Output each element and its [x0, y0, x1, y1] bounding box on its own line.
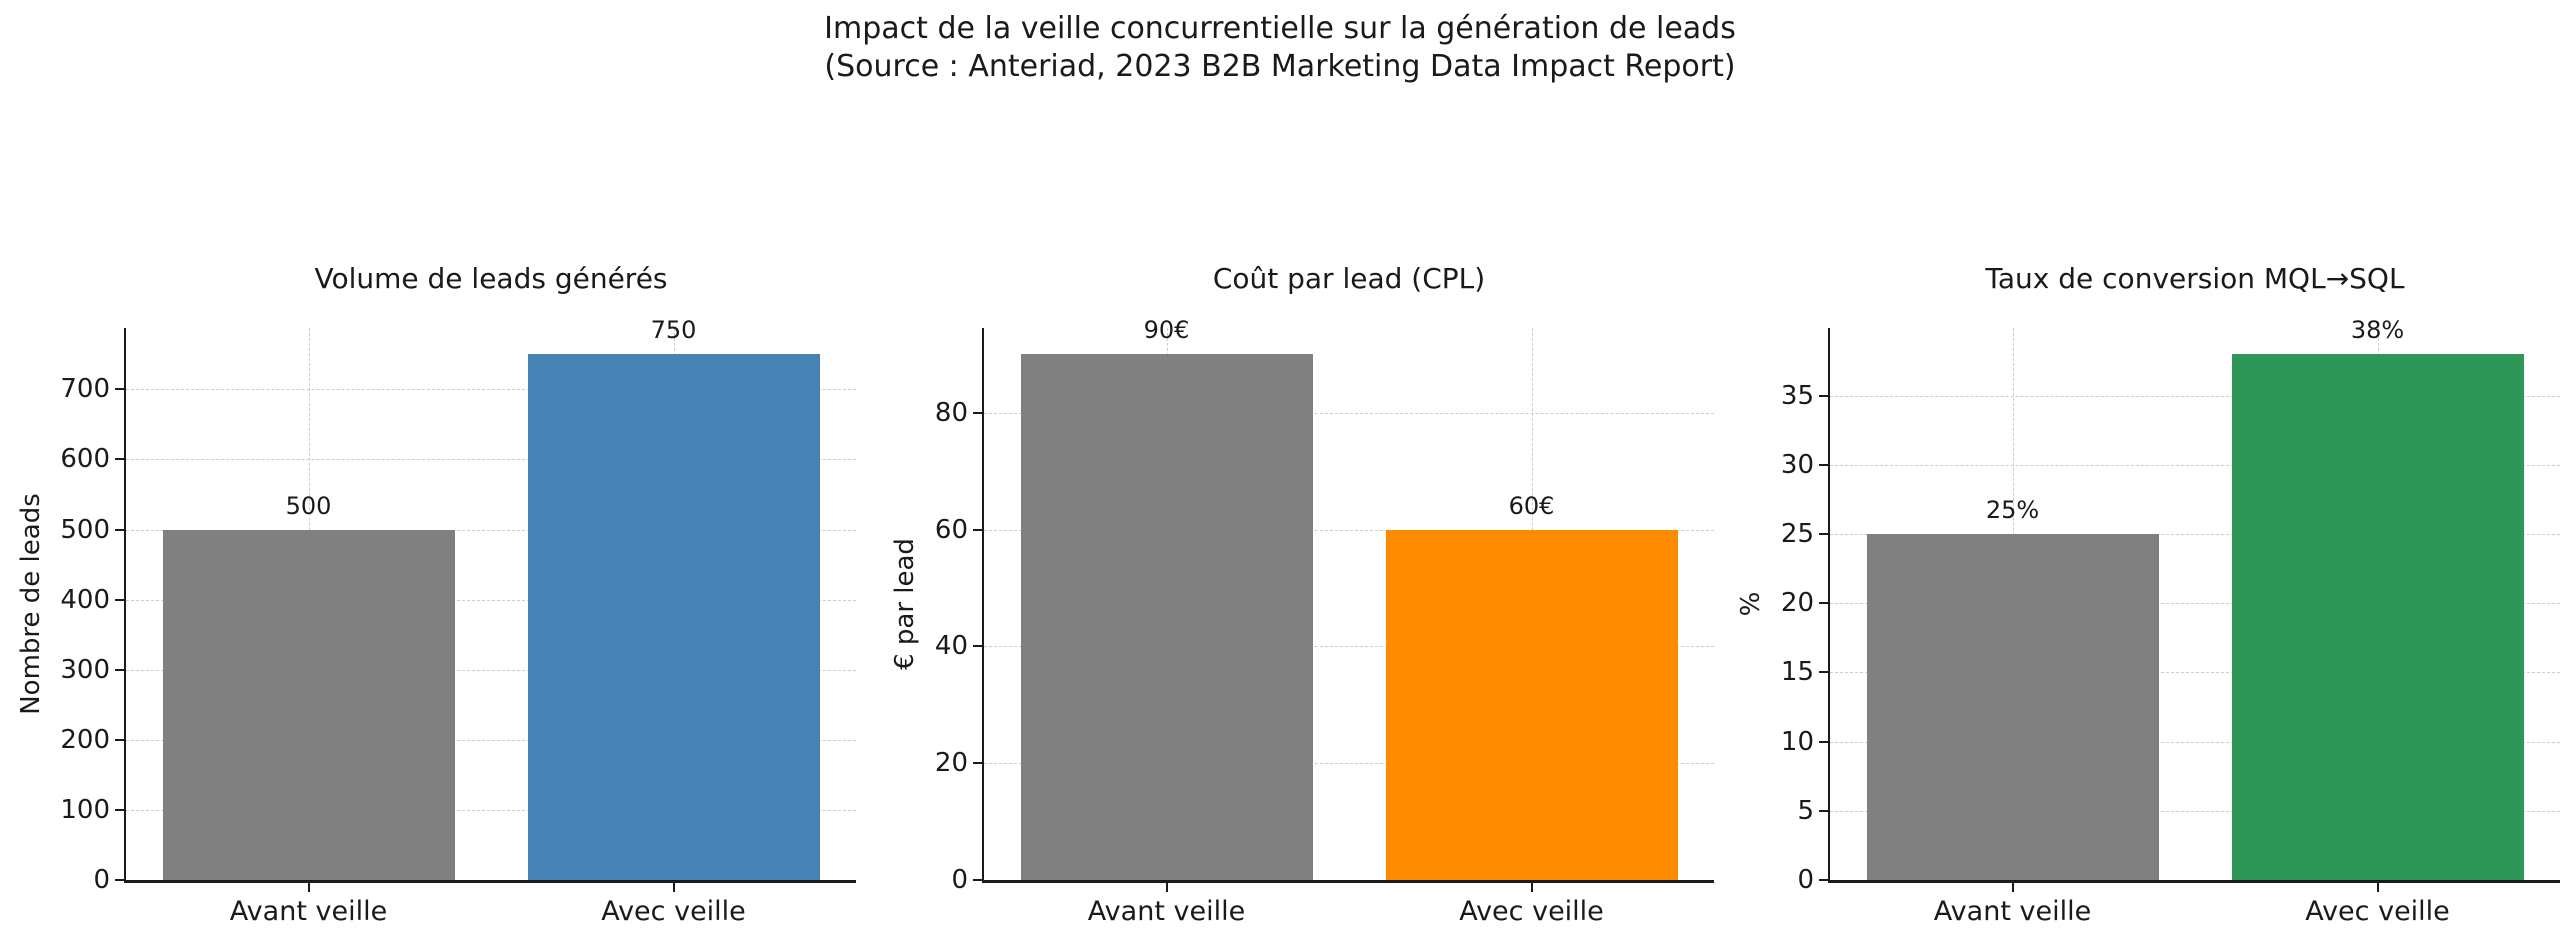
value-label: 25%	[1985, 496, 2040, 525]
plot-area-conversion: Taux de conversion MQL→SQL % 0 5 10 15 20 25 3…	[1736, 262, 2560, 927]
grid-line-h	[1830, 672, 2560, 674]
grid-line-h	[1830, 395, 2560, 397]
bar-avant-veille	[162, 529, 455, 880]
y-tick-mark	[115, 808, 124, 811]
y-tick-label: 200	[60, 724, 110, 755]
y-tick-label: 25	[1780, 519, 1814, 550]
grid-line-h	[1830, 464, 2560, 466]
grid-line-h	[126, 459, 856, 461]
chart-panel-conversion: Taux de conversion MQL→SQL % 0 5 10 15 20 25 3…	[1736, 262, 2560, 927]
x-tick-mark	[1165, 883, 1168, 892]
bar-avec-veille	[527, 354, 820, 880]
grid-line-h	[1830, 603, 2560, 605]
y-tick-label: 600	[60, 444, 110, 475]
plot-area-cpl: Coût par lead (CPL) € par lead 0 20 40 60 80…	[890, 262, 1714, 927]
chart-title: Taux de conversion MQL→SQL	[1985, 262, 2405, 295]
grid-line-h	[984, 646, 1714, 648]
bar-avec-veille	[1385, 529, 1678, 880]
grid-line-h	[1830, 741, 2560, 743]
y-tick-label: 0	[951, 865, 968, 895]
y-tick-mark	[115, 879, 124, 881]
y-tick-mark	[115, 458, 124, 461]
y-tick-label: 20	[934, 748, 968, 779]
grid-line-h	[1830, 534, 2560, 536]
bar-avec-veille	[2231, 354, 2524, 880]
y-tick-label: 500	[60, 514, 110, 545]
y-tick-mark	[1819, 740, 1828, 743]
category-label: Avant veille	[1087, 896, 1246, 927]
grid-line-h	[126, 529, 856, 531]
grid-line-h	[984, 529, 1714, 531]
grid-line-h	[126, 389, 856, 391]
y-tick-label: 100	[60, 794, 110, 825]
y-tick-mark	[1819, 533, 1828, 536]
grid-line-h	[126, 739, 856, 741]
y-tick-mark	[115, 528, 124, 531]
y-tick-mark	[1819, 671, 1828, 674]
y-tick-mark	[115, 668, 124, 671]
bar-avant-veille	[1020, 354, 1313, 880]
y-tick-label: 60	[934, 514, 968, 545]
y-tick-mark	[1819, 394, 1828, 397]
y-tick-label: 700	[60, 374, 110, 405]
y-tick-mark	[973, 879, 982, 881]
figure-title: Impact de la veille concurrentielle sur …	[0, 10, 2560, 85]
y-tick-mark	[1819, 879, 1828, 881]
y-axis-label: %	[1735, 591, 1766, 617]
chart-panel-cpl: Coût par lead (CPL) € par lead 0 20 40 60 80…	[890, 262, 1714, 927]
category-label: Avec veille	[2305, 896, 2450, 927]
chart-title: Volume de leads générés	[314, 262, 668, 295]
x-tick-mark	[2011, 883, 2014, 892]
figure-title-line2: (Source : Anteriad, 2023 B2B Marketing D…	[824, 48, 1736, 84]
value-label: 38%	[2350, 316, 2405, 345]
value-label: 750	[650, 316, 697, 345]
y-tick-label: 20	[1780, 588, 1814, 619]
y-tick-mark	[1819, 602, 1828, 605]
category-label: Avant veille	[1933, 896, 2092, 927]
x-tick-mark	[2376, 883, 2379, 892]
y-tick-label: 0	[1797, 865, 1814, 895]
x-tick-mark	[672, 883, 675, 892]
bar-avant-veille	[1866, 534, 2159, 880]
y-tick-label: 40	[934, 631, 968, 662]
figure-title-line1: Impact de la veille concurrentielle sur …	[824, 11, 1736, 46]
y-tick-label: 30	[1780, 449, 1814, 480]
y-tick-label: 300	[60, 654, 110, 685]
y-tick-label: 0	[93, 865, 110, 895]
x-tick-mark	[1530, 883, 1533, 892]
y-axis-label: € par lead	[889, 538, 920, 670]
y-tick-mark	[973, 528, 982, 531]
y-tick-mark	[115, 598, 124, 601]
y-axis-label: Nombre de leads	[16, 493, 47, 715]
y-tick-label: 15	[1780, 657, 1814, 688]
grid-line-h	[984, 412, 1714, 414]
category-label: Avec veille	[601, 896, 746, 927]
y-tick-label: 5	[1797, 795, 1814, 826]
y-tick-label: 80	[934, 397, 968, 428]
grid-line-h	[126, 599, 856, 601]
plot-area-volume: Volume de leads générés Nombre de leads …	[16, 262, 856, 927]
y-tick-mark	[973, 411, 982, 414]
category-label: Avec veille	[1459, 896, 1604, 927]
value-label: 90€	[1143, 316, 1190, 345]
y-tick-mark	[1819, 463, 1828, 466]
chart-panel-volume: Volume de leads générés Nombre de leads …	[16, 262, 856, 927]
grid-line-h	[1830, 810, 2560, 812]
y-tick-mark	[115, 738, 124, 741]
value-label: 500	[285, 491, 332, 520]
y-tick-label: 10	[1780, 726, 1814, 757]
grid-line-h	[984, 763, 1714, 765]
x-tick-mark	[307, 883, 310, 892]
grid-line-h	[126, 809, 856, 811]
category-label: Avant veille	[229, 896, 388, 927]
y-tick-mark	[973, 645, 982, 648]
y-tick-mark	[973, 762, 982, 765]
y-tick-label: 400	[60, 584, 110, 615]
chart-title: Coût par lead (CPL)	[1212, 262, 1486, 295]
value-label: 60€	[1508, 491, 1555, 520]
y-tick-mark	[1819, 809, 1828, 812]
grid-line-h	[126, 669, 856, 671]
y-tick-label: 35	[1780, 380, 1814, 411]
y-tick-mark	[115, 388, 124, 391]
